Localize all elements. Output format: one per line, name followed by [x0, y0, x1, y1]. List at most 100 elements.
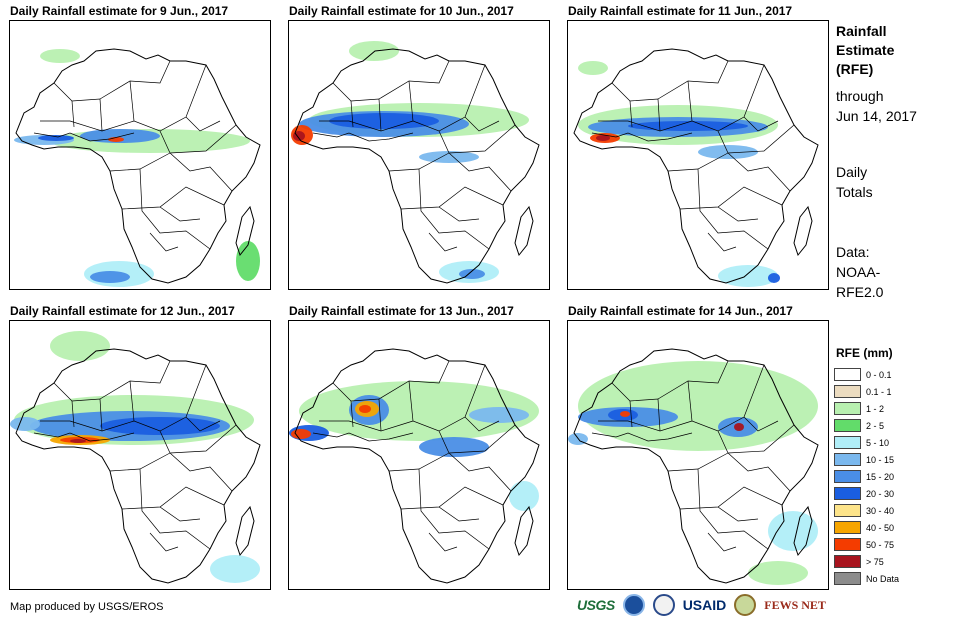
rainfall-map — [568, 348, 819, 585]
country-border — [350, 100, 354, 128]
legend-label: 30 - 40 — [866, 505, 895, 516]
country-border — [657, 60, 729, 100]
legend-item: 2 - 5 — [834, 417, 899, 434]
country-border — [71, 100, 75, 128]
legend-label: 20 - 30 — [866, 488, 895, 499]
country-border — [727, 152, 791, 192]
country-border — [717, 124, 795, 154]
country-border — [438, 206, 480, 222]
country-border — [319, 120, 414, 132]
panel-title: Daily Rainfall estimate for 11 Jun., 201… — [568, 4, 793, 18]
rainfall-area — [70, 439, 86, 443]
legend-item: 30 - 40 — [834, 502, 899, 519]
fews-net-logo: FEWS NET — [764, 597, 826, 612]
rainfall-area — [419, 437, 489, 457]
data-line: RFE2.0 — [836, 284, 884, 300]
country-border — [629, 100, 633, 128]
usaid-seal-icon — [652, 594, 675, 616]
country-border — [679, 486, 783, 510]
rainfall-area — [718, 265, 778, 287]
country-border — [438, 124, 516, 154]
madagascar-coastline — [793, 505, 813, 557]
country-border — [378, 360, 450, 400]
rainfall-area — [90, 271, 130, 283]
country-border — [185, 116, 221, 132]
country-border — [657, 360, 729, 400]
madagascar-coastline — [793, 205, 813, 257]
madagascar-coastline — [235, 505, 255, 557]
country-border — [717, 506, 759, 522]
rainfall-map — [10, 331, 261, 584]
sidebar-data-source: Data: NOAA- RFE2.0 — [836, 242, 883, 302]
legend-swatch — [834, 555, 861, 568]
heading-line: Rainfall — [836, 23, 887, 39]
country-border — [99, 60, 171, 100]
country-border — [139, 468, 211, 550]
rainfall-map — [573, 48, 819, 287]
panel-title: Daily Rainfall estimate for 13 Jun., 201… — [289, 304, 514, 318]
legend-swatch — [834, 419, 861, 432]
rainfall-area — [748, 561, 808, 585]
rainfall-area — [291, 429, 311, 439]
africa-coastline — [15, 348, 261, 584]
country-border — [717, 206, 759, 222]
rainfall-area — [509, 481, 539, 511]
usgs-logo: USGS — [577, 597, 615, 613]
country-border — [400, 186, 504, 210]
country-border — [53, 382, 103, 432]
country-border — [159, 124, 237, 154]
africa-coastline — [294, 348, 540, 584]
country-border — [129, 64, 207, 132]
rainfall-area — [100, 417, 220, 435]
rainfall-map — [291, 41, 540, 284]
through-line: Jun 14, 2017 — [836, 108, 917, 124]
rainfall-area — [359, 405, 371, 413]
daily-line: Totals — [836, 184, 873, 200]
legend-label: 15 - 20 — [866, 471, 895, 482]
madagascar-coastline — [235, 205, 255, 257]
country-border — [448, 452, 512, 492]
data-line: Data: — [836, 244, 870, 260]
panel-title: Daily Rainfall estimate for 9 Jun., 2017 — [10, 4, 229, 18]
legend-swatch — [834, 453, 861, 466]
country-border — [629, 400, 633, 428]
country-border — [697, 468, 769, 550]
madagascar-coastline — [514, 505, 534, 557]
logos: USGS USAID FEWS NET — [577, 594, 826, 616]
country-border — [707, 532, 737, 552]
country-border — [598, 120, 693, 132]
country-border — [40, 420, 135, 432]
country-border — [185, 416, 221, 432]
panel-title: Daily Rainfall estimate for 10 Jun., 201… — [289, 4, 514, 18]
legend-swatch — [834, 572, 861, 585]
madagascar-coastline — [514, 205, 534, 257]
rainfall-area — [698, 145, 758, 159]
rainfall-map-panel — [567, 20, 829, 290]
legend-swatch — [834, 487, 861, 500]
country-border — [149, 232, 179, 252]
daily-line: Daily — [836, 164, 868, 180]
country-border — [169, 152, 233, 192]
rainfall-area — [349, 41, 399, 61]
country-border — [438, 424, 516, 454]
country-border — [428, 532, 458, 552]
legend-item: 0 - 0.1 — [834, 366, 899, 383]
country-border — [149, 532, 179, 552]
rainfall-area — [236, 241, 260, 281]
legend-item: 5 - 10 — [834, 434, 899, 451]
legend-item: 0.1 - 1 — [834, 383, 899, 400]
rainfall-area — [40, 49, 80, 63]
rainfall-area — [768, 511, 818, 551]
country-border — [667, 452, 729, 472]
rainfall-area — [80, 129, 160, 143]
legend-item: 15 - 20 — [834, 468, 899, 485]
legend-item: 20 - 30 — [834, 485, 899, 502]
country-border — [448, 152, 512, 192]
legend-item: 40 - 50 — [834, 519, 899, 536]
rainfall-map-panel — [9, 20, 271, 290]
country-border — [717, 424, 795, 454]
legend-label: No Data — [866, 573, 900, 584]
country-border — [40, 120, 135, 132]
legend-label: 0 - 0.1 — [866, 369, 892, 380]
country-border — [99, 360, 171, 400]
